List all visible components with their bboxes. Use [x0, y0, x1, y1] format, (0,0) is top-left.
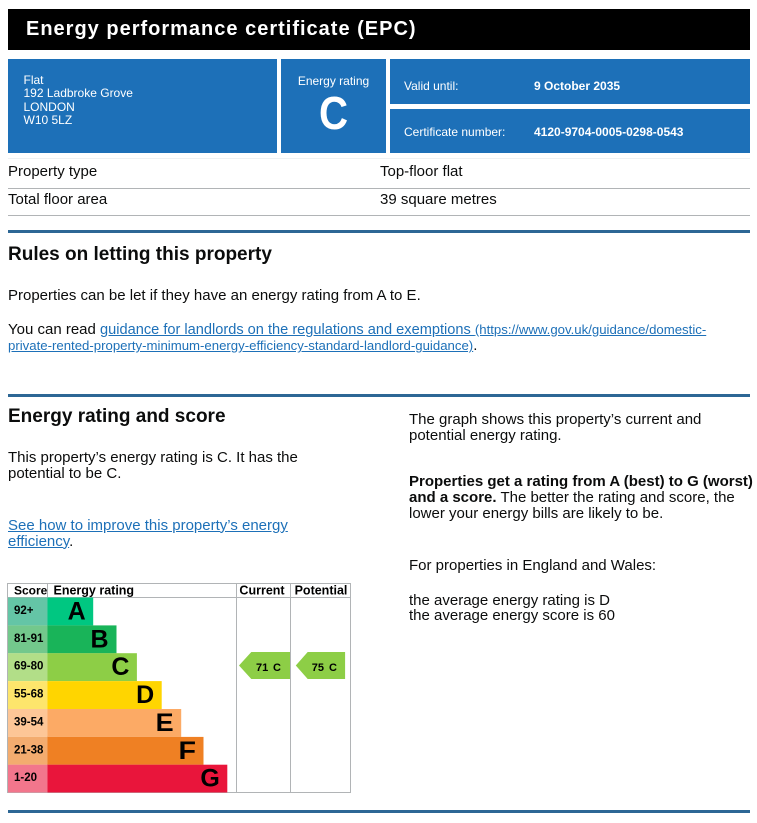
svg-text:Current: Current — [239, 584, 285, 598]
svg-text:55-68: 55-68 — [14, 689, 44, 701]
svg-text:E: E — [156, 709, 174, 737]
svg-text:75: 75 — [312, 662, 324, 674]
svg-text:92+: 92+ — [14, 605, 34, 617]
svg-text:71: 71 — [256, 662, 268, 674]
svg-text:C: C — [111, 653, 129, 681]
svg-text:39-54: 39-54 — [14, 716, 44, 728]
svg-text:A: A — [68, 597, 86, 625]
svg-text:Score: Score — [14, 584, 48, 598]
svg-text:B: B — [90, 625, 108, 653]
svg-text:69-80: 69-80 — [14, 661, 43, 673]
svg-text:81-91: 81-91 — [14, 633, 44, 645]
svg-text:F: F — [179, 737, 197, 765]
svg-text:1-20: 1-20 — [14, 772, 37, 784]
svg-text:C: C — [273, 662, 281, 674]
svg-text:G: G — [200, 765, 219, 793]
svg-text:21-38: 21-38 — [14, 744, 44, 756]
svg-text:Potential: Potential — [295, 584, 348, 598]
svg-text:Energy rating: Energy rating — [54, 584, 135, 598]
svg-text:C: C — [329, 662, 337, 674]
svg-text:D: D — [136, 681, 154, 709]
